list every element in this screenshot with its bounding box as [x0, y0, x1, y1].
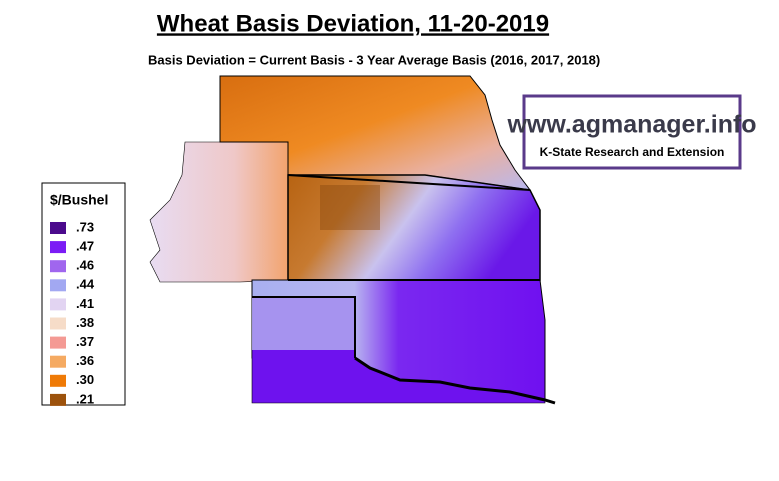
legend-label: .46: [76, 258, 94, 273]
red-river: [354, 356, 556, 405]
legend-swatch: [50, 241, 66, 254]
legend-swatch: [50, 355, 66, 368]
legend-swatch: [50, 222, 66, 234]
legend-label: .37: [76, 334, 94, 349]
legend-title: $/Bushel: [50, 192, 108, 208]
logo-org: K-State Research and Extension: [540, 145, 725, 159]
legend-swatch: [50, 260, 66, 273]
region-texas-north: [252, 297, 355, 350]
legend-items: .73 .47 .46 .44 .41 .38 .37 .36 .30 .21: [50, 219, 95, 406]
legend-label: .21: [76, 391, 94, 406]
legend-label: .41: [76, 296, 94, 311]
logo-url: www.agmanager.info: [506, 111, 756, 139]
border-ne-ks: [287, 174, 531, 191]
region-nebraska: [219, 75, 532, 191]
legend-box: [41, 182, 126, 406]
legend-label: .30: [76, 372, 94, 387]
legend-label: .44: [76, 277, 95, 292]
map-subtitle: Basis Deviation = Current Basis - 3 Year…: [148, 52, 600, 67]
border-texas: [252, 296, 356, 358]
legend-swatch: [50, 393, 66, 406]
region-colorado: [149, 141, 291, 283]
legend-swatch: [50, 279, 66, 292]
legend-label: .73: [76, 219, 94, 234]
logo-box: [522, 94, 742, 170]
legend-label: .38: [76, 315, 94, 330]
legend-label: .47: [76, 239, 94, 254]
legend-swatch: [50, 298, 66, 311]
legend-swatch: [50, 374, 66, 387]
legend-swatch: [50, 336, 66, 349]
legend-swatch: [50, 317, 66, 330]
map-title: Wheat Basis Deviation, 11-20-2019: [157, 10, 549, 37]
dark-area: [320, 185, 380, 230]
legend-label: .36: [76, 353, 94, 368]
